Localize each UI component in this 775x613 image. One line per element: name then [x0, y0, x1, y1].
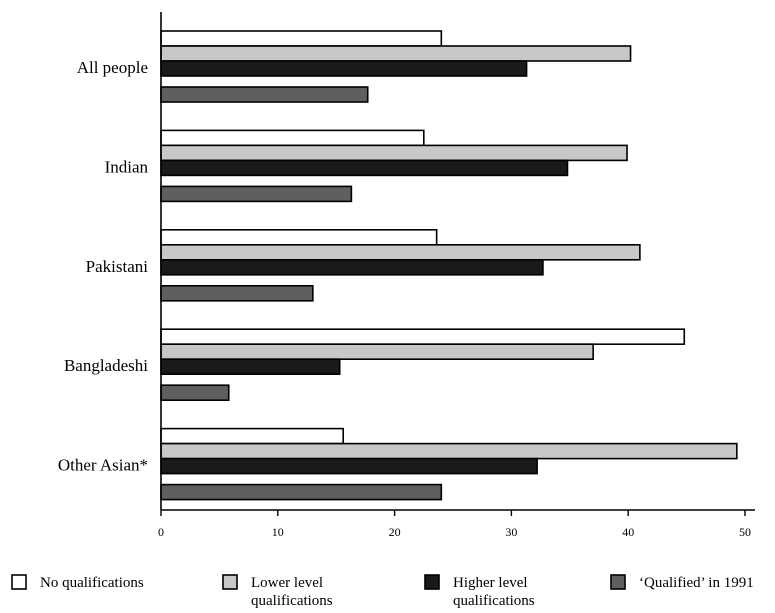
bar-pakistani-no-qualifications [160, 229, 438, 246]
x-tick-label: 40 [622, 525, 634, 539]
bar-bangladeshi-qualified-in-1991 [160, 384, 230, 402]
x-tick-label: 20 [389, 525, 401, 539]
bar-indian-qualified-in-1991 [160, 185, 353, 203]
legend: No qualifications Lower level qualificatio… [11, 574, 754, 609]
bar-pakistani-qualified-in-1991 [160, 284, 314, 302]
category-label: Bangladeshi [64, 356, 148, 375]
x-tick-label: 0 [158, 525, 164, 539]
bars-group [160, 30, 738, 501]
legend-label: qualifications [251, 593, 333, 609]
legend-label: Higher level [453, 575, 528, 591]
bar-pakistani-higher-level-qualifications [160, 258, 544, 276]
bar-indian-no-qualifications [160, 129, 425, 147]
legend-swatch-lower-level-qualifications [222, 574, 238, 590]
bar-bangladeshi-higher-level-qualifications [160, 358, 341, 376]
legend-label: qualifications [453, 593, 535, 609]
x-tick-label: 10 [272, 525, 284, 539]
legend-label: No qualifications [40, 575, 144, 591]
category-label: Pakistani [86, 257, 149, 276]
bar-indian-lower-level-qualifications [160, 144, 628, 162]
bar-indian-higher-level-qualifications [160, 159, 569, 177]
x-tick-label: 30 [505, 525, 517, 539]
bar-all-people-no-qualifications [160, 30, 443, 47]
category-label: Other Asian* [58, 456, 148, 475]
bar-all-people-higher-level-qualifications [160, 60, 528, 77]
category-label: All people [77, 58, 148, 77]
legend-label: Lower level [251, 575, 323, 591]
bar-other-asian-no-qualifications [160, 427, 345, 445]
bar-bangladeshi-lower-level-qualifications [160, 343, 594, 361]
bar-all-people-lower-level-qualifications [160, 45, 632, 62]
bar-bangladeshi-no-qualifications [160, 328, 686, 346]
x-tick-labels: 0 10 20 30 40 50 [158, 525, 751, 539]
category-label: Indian [105, 157, 149, 176]
axes-group [160, 12, 755, 516]
bar-pakistani-lower-level-qualifications [160, 244, 641, 261]
bar-other-asian-higher-level-qualifications [160, 457, 538, 475]
bar-all-people-qualified-in-1991 [160, 86, 369, 103]
bar-other-asian-lower-level-qualifications [160, 442, 738, 460]
x-tick-label: 50 [739, 525, 751, 539]
category-labels: All people Indian Pakistani Bangladeshi Othe… [58, 58, 149, 475]
legend-label: ‘Qualified’ in 1991 [639, 575, 754, 591]
legend-swatch-higher-level-qualifications [424, 574, 440, 590]
legend-swatch-qualified-in-1991 [610, 574, 626, 590]
bar-other-asian-qualified-in-1991 [160, 483, 443, 501]
legend-swatch-no-qualifications [11, 574, 27, 590]
